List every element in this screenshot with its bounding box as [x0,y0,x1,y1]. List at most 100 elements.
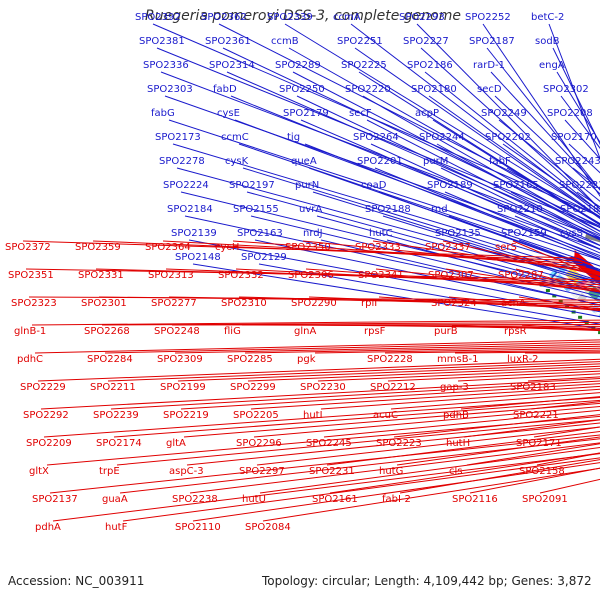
leader-line [40,378,600,410]
forward-gene-label: purN [295,180,319,191]
forward-gene-label: engA [539,60,565,71]
reverse-gene-label: SPO2248 [154,326,200,337]
leader-line [521,324,600,331]
leader-line [188,239,600,318]
reverse-gene-label: SPO2174 [96,438,142,449]
reverse-gene-label: acnA [501,298,526,309]
reverse-gene-label: pdhC [17,354,43,365]
reverse-gene-label: SPO2229 [20,382,66,393]
leader-line [448,215,600,272]
forward-gene-label: SPO2197 [229,180,275,191]
reverse-gene-label: pdhB [443,410,469,421]
gc-shade-block [553,273,563,283]
reverse-gene-label: hutU [242,494,266,505]
reverse-gene-label: rpsR [504,326,527,337]
forward-gene-label: SPO2302 [543,84,589,95]
forward-gene-label: SPO2336 [143,60,189,71]
leader-line [186,422,600,466]
tick-marker [558,299,563,303]
forward-gene-label: hutC [369,228,393,239]
reverse-gene-label: fabI-2 [382,494,411,505]
leader-line [172,143,600,272]
leader-line [37,358,600,382]
reverse-gene-label: SPO2333 [355,242,401,253]
forward-gene-label: SPO2381 [139,36,185,47]
reverse-gene-label: SPO2228 [367,354,413,365]
accession-label: Accession: NC_003911 [8,574,145,588]
forward-gene-label: SPO2392 [135,12,181,23]
leader-line [250,385,600,410]
forward-gene-label: acpP [415,108,439,119]
cog-category-block [596,292,600,305]
forward-gene-label: SPO2159 [501,228,547,239]
reverse-gene-label: SPO2212 [370,382,416,393]
leader-line [390,392,600,410]
forward-gene-label: SPO2362 [201,12,247,23]
leader-line [428,95,600,218]
leader-line [366,119,600,241]
reverse-gene-label: glnA [294,326,316,337]
leader-line [393,414,600,438]
reverse-gene-label: aspC-3 [169,466,204,477]
tick-marker [545,289,550,292]
forward-gene-label: SPO2243 [555,156,600,167]
forward-gene-label: SPO2163 [237,228,283,239]
forward-gene-label: fabF [489,156,511,167]
reverse-gene-label: mmsB-1 [437,354,479,365]
forward-gene-label: SPO2227 [403,36,449,47]
reverse-gene-label: SPO2284 [87,354,133,365]
leader-line [34,339,600,354]
forward-gene-label: SPO2202 [485,132,531,143]
leader-line [514,215,600,254]
leader-line [354,47,600,220]
forward-gene-label: cysK [225,156,249,167]
leader-line [370,143,600,250]
reverse-gene-label: SPO2359 [75,242,121,253]
reverse-gene-label: SPO2323 [11,298,57,309]
leader-line [463,419,600,438]
forward-gene-label: SPO2170 [551,132,597,143]
leader-line [244,345,600,354]
reverse-gene-label: SPO2245 [306,438,352,449]
forward-gene-label: SPO2222 [559,180,600,191]
leader-line [292,71,600,233]
reverse-gene-label: SPO2268 [84,326,130,337]
leader-line [256,426,600,466]
figure-title: Ruegeria pomeroyi DSS-3, complete genome [145,8,461,24]
leader-line [539,478,600,494]
reverse-gene-label: fliG [224,326,241,337]
leader-line [548,23,600,160]
leader-line [358,71,600,225]
forward-gene-label: SPO2249 [481,108,527,119]
leader-line [454,351,600,354]
leader-line [530,401,600,410]
forward-gene-label: SPO2303 [147,84,193,95]
leader-line [43,396,600,438]
leader-line [498,119,600,202]
topology-label: Topology: circular; Length: 4,109,442 bp… [262,574,592,588]
leader-line [482,23,600,197]
reverse-gene-label: SPO2310 [221,298,267,309]
forward-gene-label: nrdJ [303,228,323,239]
reverse-gene-label: SPO2221 [513,410,559,421]
forward-gene-label: SPO2155 [233,204,279,215]
forward-gene-label: SPO2201 [357,156,403,167]
forward-gene-label: cysE [217,108,240,119]
forward-gene-label: fabG [151,108,175,119]
leader-line [350,23,600,216]
reverse-gene-label: serS [495,242,517,253]
reverse-gene-label: SPO2199 [160,382,206,393]
reverse-gene-label: SPO2332 [218,270,264,281]
leader-line [218,23,600,218]
reverse-gene-label: SPO2116 [452,494,498,505]
leader-line [316,215,600,294]
leader-line [556,71,600,144]
leader-line [444,191,600,259]
forward-gene-label: queA [291,156,317,167]
reverse-gene-label: SPO2277 [151,298,197,309]
forward-gene-label: ccmA [333,12,361,23]
reverse-gene-label: hutF [105,522,128,533]
forward-gene-label: SPO2173 [155,132,201,143]
forward-gene-label: uvrA [299,204,322,215]
leader-line [323,409,600,438]
